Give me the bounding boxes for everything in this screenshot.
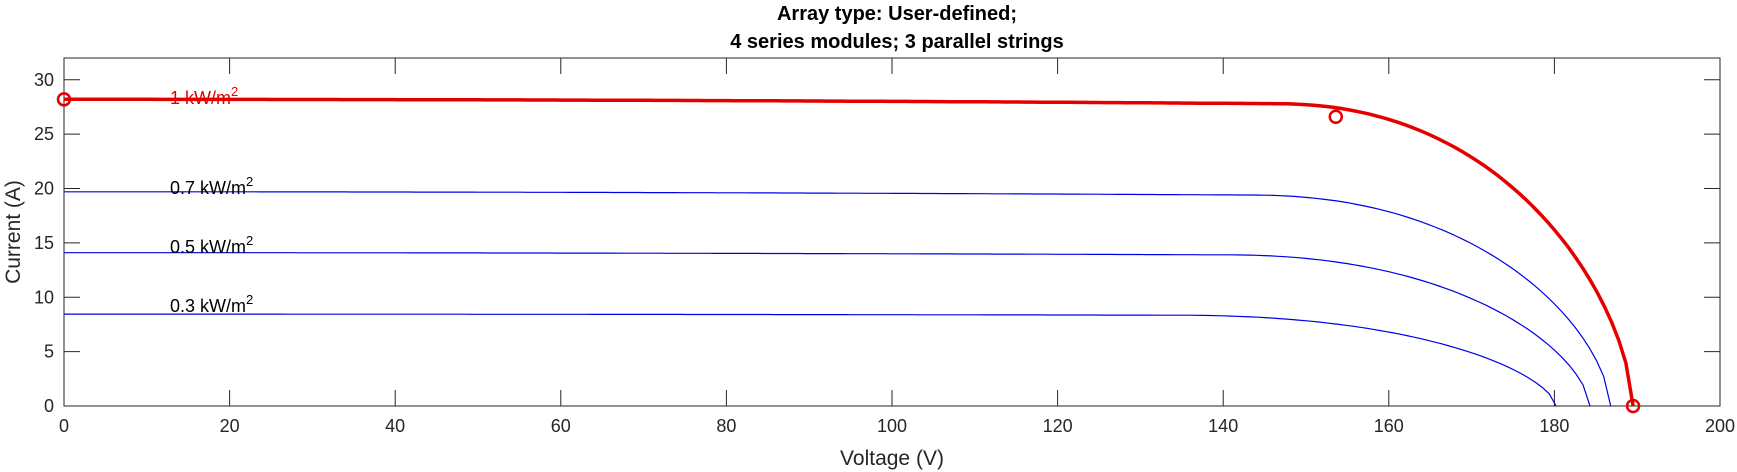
series-marker bbox=[1625, 398, 1641, 414]
series-line bbox=[64, 191, 1612, 407]
y-tick-label: 15 bbox=[34, 233, 54, 253]
x-tick-label: 160 bbox=[1374, 416, 1404, 436]
x-tick-label: 180 bbox=[1539, 416, 1569, 436]
curve-label: 0.7 kW/m2 bbox=[170, 174, 253, 198]
curve-label-text: 0.7 kW/m bbox=[170, 178, 246, 198]
series-marker bbox=[56, 92, 72, 107]
y-tick-label: 30 bbox=[34, 70, 54, 90]
y-tick-label: 5 bbox=[44, 342, 54, 362]
curve-label-text: 0.3 kW/m bbox=[170, 296, 246, 316]
x-tick-label: 140 bbox=[1208, 416, 1238, 436]
y-tick-label: 0 bbox=[44, 396, 54, 416]
x-tick-label: 200 bbox=[1705, 416, 1735, 436]
series-line bbox=[64, 97, 1635, 407]
x-tick-label: 40 bbox=[385, 416, 405, 436]
x-tick-label: 20 bbox=[220, 416, 240, 436]
curves bbox=[56, 92, 1641, 414]
x-tick-label: 100 bbox=[877, 416, 907, 436]
curve-label-superscript: 2 bbox=[246, 233, 253, 248]
curve-labels: 1 kW/m20.7 kW/m20.5 kW/m20.3 kW/m2 bbox=[170, 84, 253, 316]
plot-area-frame bbox=[63, 57, 1721, 407]
y-axis-label: Current (A) bbox=[2, 180, 25, 284]
chart-title-line-1: Array type: User-defined; bbox=[777, 3, 1017, 25]
curve-label-superscript: 2 bbox=[246, 292, 253, 307]
axis-ticks: 0 20 40 60 80 100 120 140 160 180 200 0 5 10 15 20 25 30 bbox=[34, 58, 1735, 436]
x-tick-label: 0 bbox=[59, 416, 69, 436]
x-tick-label: 120 bbox=[1043, 416, 1073, 436]
x-tick-label: 80 bbox=[716, 416, 736, 436]
curve-label: 0.5 kW/m2 bbox=[170, 233, 253, 257]
x-axis-label: Voltage (V) bbox=[840, 447, 944, 470]
y-tick-label: 20 bbox=[34, 179, 54, 199]
y-tick-label: 25 bbox=[34, 124, 54, 144]
curve-label-superscript: 2 bbox=[231, 84, 238, 99]
curve-label: 1 kW/m2 bbox=[170, 84, 238, 108]
x-tick-label: 60 bbox=[551, 416, 571, 436]
series-line bbox=[64, 252, 1591, 407]
series-marker bbox=[1328, 109, 1344, 124]
y-tick-label: 10 bbox=[34, 287, 54, 307]
series-line bbox=[64, 313, 1557, 407]
curve-label-superscript: 2 bbox=[246, 174, 253, 189]
curve-label-text: 0.5 kW/m bbox=[170, 237, 246, 257]
curve-label: 0.3 kW/m2 bbox=[170, 292, 253, 316]
chart-title-line-2: 4 series modules; 3 parallel strings bbox=[730, 31, 1063, 53]
curve-label-text: 1 kW/m bbox=[170, 88, 231, 108]
